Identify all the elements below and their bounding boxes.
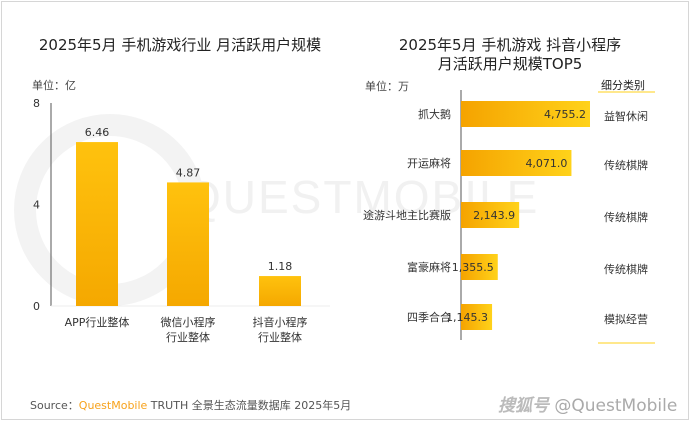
x-tick-label: 微信小程序	[161, 315, 216, 329]
hbar	[461, 202, 520, 228]
left-chart-title: 2025年5月 手机游戏行业 月活跃用户规模	[38, 36, 322, 54]
hbar-value-label: 4,071.0	[525, 157, 567, 170]
x-tick-label: 抖音小程序	[253, 315, 308, 329]
bar-value-label: 6.46	[85, 126, 110, 139]
category-label: 富豪麻将	[407, 260, 451, 274]
credit-text: @QuestMobile	[554, 396, 678, 416]
type-label: 传统棋牌	[604, 262, 648, 276]
source-rest: TRUTH 全景生态流量数据库 2025年5月	[147, 399, 352, 412]
hbar	[461, 101, 590, 127]
type-label: 益智休闲	[604, 109, 648, 123]
category-label: 途游斗地主比赛版	[363, 208, 451, 222]
bar-value-label: 1.18	[268, 260, 293, 273]
category-label: 开运麻将	[407, 156, 451, 170]
credit: 搜狐号 @QuestMobile	[498, 391, 677, 416]
left-unit: 单位：亿	[32, 79, 76, 92]
hbar	[461, 254, 498, 280]
type-label: 传统棋牌	[604, 158, 648, 172]
type-label: 传统棋牌	[604, 210, 648, 224]
hbar	[461, 150, 572, 176]
hbar-value-label: 4,755.2	[544, 108, 586, 121]
source-brand: QuestMobile	[78, 399, 148, 412]
source-line: Source：QuestMobile TRUTH 全景生态流量数据库 2025年…	[30, 397, 351, 413]
bar-value-label: 4.87	[176, 166, 201, 179]
x-tick-label: APP行业整体	[65, 315, 130, 329]
category-label: 抓大鹅	[418, 107, 451, 121]
category-header: 细分类别	[601, 79, 645, 92]
bar	[167, 182, 209, 306]
category-label: 四季合合	[407, 310, 451, 324]
y-tick-label: 8	[33, 97, 40, 110]
credit-logo: 搜狐号	[498, 396, 549, 416]
bar	[259, 276, 301, 306]
hbar-value-label: 2,143.9	[473, 209, 515, 222]
hbar	[461, 304, 493, 330]
hbar-value-label: 1,355.5	[452, 261, 494, 274]
type-label: 模拟经营	[604, 312, 648, 326]
right-chart-title: 2025年5月 手机游戏 抖音小程序	[398, 36, 622, 54]
x-tick-label: 行业整体	[258, 330, 302, 344]
hbar-value-label: 1,145.3	[446, 311, 488, 324]
y-tick-label: 0	[33, 300, 40, 313]
source-prefix: Source：	[30, 399, 79, 412]
bar	[76, 142, 118, 306]
x-tick-label: 行业整体	[166, 330, 210, 344]
y-tick-label: 4	[33, 199, 40, 212]
right-chart-title-2: 月活跃用户规模TOP5	[437, 55, 583, 73]
right-unit: 单位：万	[365, 80, 409, 93]
